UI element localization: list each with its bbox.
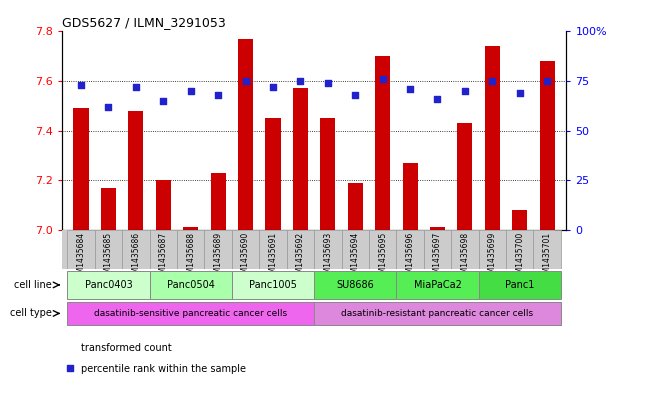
Bar [320, 118, 335, 230]
Bar [122, 230, 150, 269]
Bar [74, 108, 89, 230]
Point [460, 88, 470, 94]
Point [323, 80, 333, 86]
Bar [533, 230, 561, 269]
Text: GSM1435689: GSM1435689 [214, 232, 223, 283]
Bar [101, 188, 116, 230]
Bar [485, 46, 500, 230]
Text: GDS5627 / ILMN_3291053: GDS5627 / ILMN_3291053 [62, 17, 226, 29]
Point [213, 92, 223, 98]
Text: GSM1435686: GSM1435686 [132, 232, 141, 283]
Bar [396, 230, 424, 269]
Text: GSM1435692: GSM1435692 [296, 232, 305, 283]
Bar [210, 173, 226, 230]
Text: dasatinib-sensitive pancreatic cancer cells: dasatinib-sensitive pancreatic cancer ce… [94, 309, 287, 318]
Bar [451, 230, 478, 269]
Text: GSM1435700: GSM1435700 [515, 232, 524, 283]
Point [542, 78, 553, 84]
Bar [402, 163, 418, 230]
Text: transformed count: transformed count [81, 343, 172, 353]
Point [432, 96, 443, 102]
Text: cell line: cell line [14, 280, 52, 290]
Bar [95, 230, 122, 269]
Bar [314, 302, 561, 325]
Bar [232, 230, 259, 269]
Text: Panc1005: Panc1005 [249, 280, 297, 290]
Bar [150, 271, 232, 299]
Point [158, 98, 169, 104]
Point [350, 92, 361, 98]
Point [64, 365, 75, 371]
Bar [369, 230, 396, 269]
Point [240, 78, 251, 84]
Bar [506, 230, 533, 269]
Point [487, 78, 497, 84]
Bar [286, 230, 314, 269]
Bar [67, 271, 150, 299]
Point [514, 90, 525, 96]
Text: GSM1435698: GSM1435698 [460, 232, 469, 283]
Bar [348, 183, 363, 230]
Text: Panc0504: Panc0504 [167, 280, 215, 290]
Bar [266, 118, 281, 230]
Text: percentile rank within the sample: percentile rank within the sample [81, 364, 246, 375]
Bar [204, 230, 232, 269]
Bar [183, 228, 199, 230]
Text: GSM1435695: GSM1435695 [378, 232, 387, 283]
Bar [177, 230, 204, 269]
Text: GSM1435690: GSM1435690 [241, 232, 250, 283]
Text: Panc1: Panc1 [505, 280, 534, 290]
Point [76, 82, 86, 88]
Point [131, 84, 141, 90]
Text: GSM1435697: GSM1435697 [433, 232, 442, 283]
Bar [430, 228, 445, 230]
Text: GSM1435684: GSM1435684 [77, 232, 85, 283]
Text: GSM1435685: GSM1435685 [104, 232, 113, 283]
Point [295, 78, 305, 84]
Text: dasatinib-resistant pancreatic cancer cells: dasatinib-resistant pancreatic cancer ce… [341, 309, 534, 318]
Bar [478, 271, 561, 299]
Bar [128, 111, 143, 230]
Point [186, 88, 196, 94]
Bar [512, 210, 527, 230]
Bar [314, 230, 342, 269]
Bar [232, 271, 314, 299]
Point [268, 84, 278, 90]
Bar [478, 230, 506, 269]
Bar [424, 230, 451, 269]
Bar [396, 271, 478, 299]
Bar [540, 61, 555, 230]
Bar [314, 271, 396, 299]
Text: GSM1435694: GSM1435694 [351, 232, 360, 283]
Bar [342, 230, 369, 269]
Point [104, 104, 114, 110]
Text: GSM1435693: GSM1435693 [324, 232, 332, 283]
Bar [293, 88, 308, 230]
Text: GSM1435687: GSM1435687 [159, 232, 168, 283]
Bar [67, 230, 95, 269]
Bar [156, 180, 171, 230]
Text: GSM1435691: GSM1435691 [268, 232, 277, 283]
Text: GSM1435701: GSM1435701 [543, 232, 551, 283]
Bar [259, 230, 286, 269]
Text: GSM1435688: GSM1435688 [186, 232, 195, 283]
Point [378, 76, 388, 82]
Point [405, 86, 415, 92]
Bar [67, 302, 314, 325]
Bar [375, 56, 390, 230]
Text: cell type: cell type [10, 309, 52, 318]
Text: Panc0403: Panc0403 [85, 280, 132, 290]
Text: SU8686: SU8686 [337, 280, 374, 290]
Bar [458, 123, 473, 230]
Text: MiaPaCa2: MiaPaCa2 [413, 280, 462, 290]
Text: GSM1435699: GSM1435699 [488, 232, 497, 283]
Bar [150, 230, 177, 269]
Text: GSM1435696: GSM1435696 [406, 232, 415, 283]
Bar [238, 39, 253, 230]
